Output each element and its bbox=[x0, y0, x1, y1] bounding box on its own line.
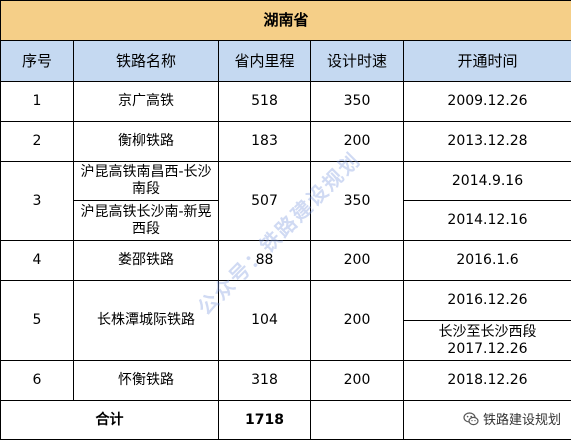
table-row: 1 京广高铁 518 350 2009.12.26 bbox=[0, 81, 571, 122]
cell-km: 518 bbox=[218, 81, 311, 122]
cell-date: 2016.12.26 bbox=[402, 280, 571, 321]
cell-km: 88 bbox=[218, 240, 311, 281]
header-name: 铁路名称 bbox=[73, 40, 219, 82]
cell-no: 2 bbox=[0, 121, 74, 162]
cell-km: 104 bbox=[218, 280, 311, 361]
total-speed-empty bbox=[310, 400, 404, 440]
cell-no: 6 bbox=[0, 360, 74, 401]
cell-km: 183 bbox=[218, 121, 311, 162]
cell-name: 长株潭城际铁路 bbox=[73, 280, 219, 361]
cell-name: 衡柳铁路 bbox=[73, 121, 219, 162]
cell-name: 京广高铁 bbox=[73, 81, 219, 122]
cell-km: 507 bbox=[218, 161, 311, 241]
header-date: 开通时间 bbox=[402, 40, 571, 82]
cell-date: 2014.9.16 bbox=[402, 161, 571, 201]
cell-name: 怀衡铁路 bbox=[73, 360, 219, 401]
total-km: 1718 bbox=[218, 400, 311, 440]
cell-date: 长沙至长沙西段2017.12.26 bbox=[402, 320, 571, 361]
total-label: 合计 bbox=[0, 400, 219, 440]
table-row: 6 怀衡铁路 318 200 2018.12.26 bbox=[0, 360, 571, 401]
cell-name: 沪昆高铁南昌西-长沙南段 bbox=[73, 161, 219, 201]
cell-name: 娄邵铁路 bbox=[73, 240, 219, 281]
cell-speed: 200 bbox=[310, 280, 404, 361]
cell-date: 2016.1.6 bbox=[402, 240, 571, 281]
table-row: 3 沪昆高铁南昌西-长沙南段 507 350 2014.9.16 bbox=[0, 161, 571, 241]
total-row: 合计 1718 bbox=[0, 400, 571, 440]
brand-text: 铁路建设规划 bbox=[482, 413, 561, 428]
table-row: 沪昆高铁长沙南-新晃西段 2014.12.16 bbox=[1, 200, 571, 241]
cell-no: 5 bbox=[0, 280, 74, 361]
brand-mark: 铁路建设规划 bbox=[463, 409, 561, 428]
cell-km: 318 bbox=[218, 360, 311, 401]
cell-no: 4 bbox=[0, 240, 74, 281]
header-no: 序号 bbox=[0, 40, 74, 82]
table-row: 5 长株潭城际铁路 104 200 2016.12.26 bbox=[0, 280, 571, 361]
cell-date: 2009.12.26 bbox=[402, 81, 571, 122]
cell-date: 2013.12.28 bbox=[402, 121, 571, 162]
table-row: 4 娄邵铁路 88 200 2016.1.6 bbox=[0, 240, 571, 281]
cell-speed: 350 bbox=[310, 161, 404, 241]
header-km: 省内里程 bbox=[218, 40, 311, 82]
cell-name: 沪昆高铁长沙南-新晃西段 bbox=[73, 200, 219, 241]
cell-no: 1 bbox=[0, 81, 74, 122]
table-row: 长沙至长沙西段2017.12.26 bbox=[1, 320, 571, 361]
table-title: 湖南省 bbox=[0, 0, 571, 41]
cell-speed: 200 bbox=[310, 360, 404, 401]
total-date-empty bbox=[402, 400, 571, 440]
wechat-icon bbox=[463, 411, 479, 425]
cell-date: 2018.12.26 bbox=[402, 360, 571, 401]
cell-date: 2014.12.16 bbox=[402, 200, 571, 241]
cell-no: 3 bbox=[0, 161, 74, 241]
cell-speed: 200 bbox=[310, 240, 404, 281]
header-speed: 设计时速 bbox=[310, 40, 404, 82]
table-row: 2 衡柳铁路 183 200 2013.12.28 bbox=[0, 121, 571, 162]
cell-speed: 350 bbox=[310, 81, 404, 122]
cell-speed: 200 bbox=[310, 121, 404, 162]
